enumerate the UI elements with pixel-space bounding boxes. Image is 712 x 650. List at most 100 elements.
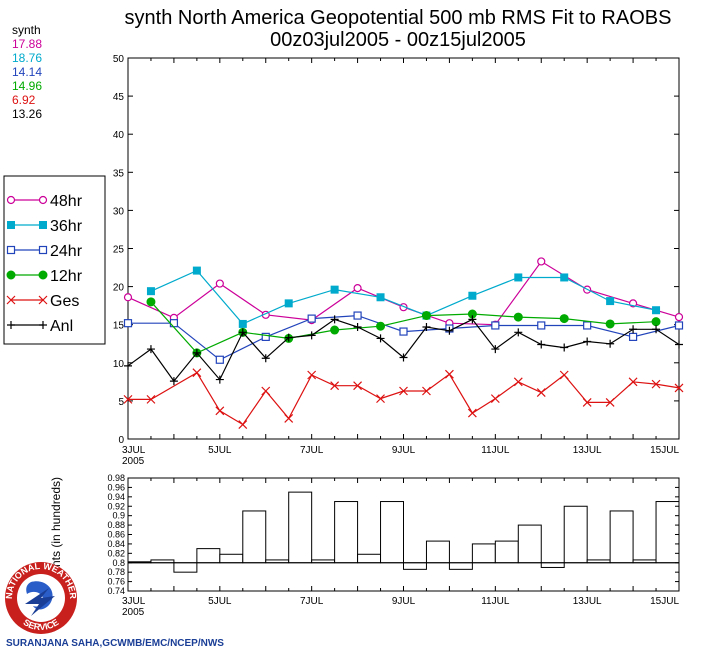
data-point-Anl [514, 328, 523, 337]
legend-marker [6, 245, 16, 255]
stat-value: 13.26 [12, 107, 42, 121]
data-point-Anl [146, 345, 155, 354]
counts-y-tick-label: 0.92 [107, 501, 125, 511]
data-point-48hr [353, 284, 362, 293]
stat-value: 18.76 [12, 51, 42, 65]
data-point-36hr [560, 273, 569, 282]
nws-logo: NATIONAL WEATHER SERVICE [4, 561, 78, 634]
data-point-12hr [651, 317, 661, 327]
data-point-Anl [537, 340, 546, 349]
legend-marker [6, 195, 16, 205]
legend-label: Anl [50, 318, 73, 335]
data-point-24hr [674, 321, 684, 330]
series-Anl [124, 315, 683, 386]
logo-bolt-icon [25, 588, 55, 616]
data-point-24hr [353, 311, 362, 320]
data-point-Anl [261, 354, 270, 363]
data-point-48hr [537, 257, 546, 266]
data-point-Ges [559, 370, 569, 380]
legend-item-Ges: Ges [6, 293, 79, 310]
data-point-24hr [261, 332, 270, 341]
series-36hr [146, 266, 661, 328]
legend-marker [38, 195, 48, 205]
data-point-Ges [192, 368, 202, 378]
legend-marker [6, 295, 16, 305]
legend-marker [7, 221, 15, 229]
data-point-Anl [376, 334, 385, 343]
data-point-24hr [123, 319, 133, 328]
data-point-48hr [674, 312, 684, 322]
data-point-Anl [652, 325, 661, 334]
data-point-Ges [513, 377, 523, 387]
count-bar [425, 540, 450, 564]
data-point-Anl [192, 348, 201, 357]
counts-x-tick-sublabel: 2005 [122, 607, 145, 618]
count-bar [242, 510, 267, 564]
data-point-Ges [215, 406, 225, 416]
legend-label: Ges [50, 293, 79, 310]
series-48hr [123, 257, 684, 329]
data-point-Ges [123, 394, 133, 404]
series-line-36hr [150, 269, 657, 325]
counts-y-tick-label: 0.74 [107, 586, 125, 596]
data-point-Anl [284, 333, 293, 342]
data-point-36hr [376, 293, 385, 302]
data-point-Anl [491, 345, 500, 354]
data-point-Ges [628, 377, 638, 387]
data-point-12hr [376, 321, 386, 331]
count-bar [173, 562, 198, 573]
data-point-Ges [330, 381, 340, 391]
credit-line: SURANJANA SAHA,GCWMB/EMC/NCEP/NWS [6, 638, 224, 649]
data-point-Anl [215, 375, 224, 384]
y-tick-label: 50 [113, 54, 125, 65]
x-tick-label: 9JUL [392, 445, 416, 456]
data-point-Anl [445, 326, 454, 335]
data-point-36hr [606, 297, 615, 306]
data-point-36hr [146, 287, 155, 296]
series-line-12hr [150, 301, 657, 354]
data-point-Anl [307, 331, 316, 340]
counts-x-tick-label: 7JUL [300, 596, 324, 607]
data-point-Ges [284, 414, 294, 423]
count-bar [494, 540, 519, 564]
data-point-48hr [215, 279, 224, 288]
stat-value: 14.96 [12, 79, 42, 93]
data-point-Ges [605, 397, 615, 407]
chart-subtitle: 00z03jul2005 - 00z15jul2005 [270, 29, 526, 51]
legend-label: 36hr [50, 218, 83, 235]
legend-marker [38, 245, 48, 255]
data-point-12hr [330, 325, 340, 335]
counts-y-tick-label: 0.84 [107, 539, 125, 549]
data-point-Ges [490, 394, 500, 404]
counts-x-tick-label: 9JUL [392, 596, 416, 607]
data-point-Anl [399, 353, 408, 362]
data-point-24hr [628, 332, 638, 341]
counts-x-tick-label: 15JUL [650, 596, 679, 607]
count-bar [357, 553, 382, 564]
plot-frame [127, 57, 680, 440]
x-tick-label: 5JUL [208, 445, 232, 456]
y-tick-label: 15 [113, 321, 125, 332]
data-point-Anl [124, 361, 132, 370]
data-point-12hr [146, 297, 156, 307]
legend-marker [39, 321, 47, 329]
y-tick-label: 35 [113, 168, 125, 179]
legend-item-Anl: Anl [7, 318, 73, 335]
y-tick-label: 10 [113, 359, 125, 370]
series-line-48hr [127, 260, 680, 326]
data-point-Ges [422, 386, 431, 396]
data-point-Anl [560, 343, 569, 352]
data-point-Ges [651, 379, 661, 389]
data-point-Ges [261, 386, 271, 396]
data-point-Anl [583, 337, 592, 346]
data-point-36hr [238, 319, 247, 328]
x-tick-label: 11JUL [481, 445, 510, 456]
count-bar [517, 524, 542, 564]
y-tick-label: 30 [113, 206, 125, 217]
series-line-Ges [128, 371, 680, 426]
counts-y-tick-label: 0.96 [107, 482, 125, 492]
counts-y-tick-label: 0.76 [107, 577, 125, 587]
count-bar [540, 562, 565, 568]
